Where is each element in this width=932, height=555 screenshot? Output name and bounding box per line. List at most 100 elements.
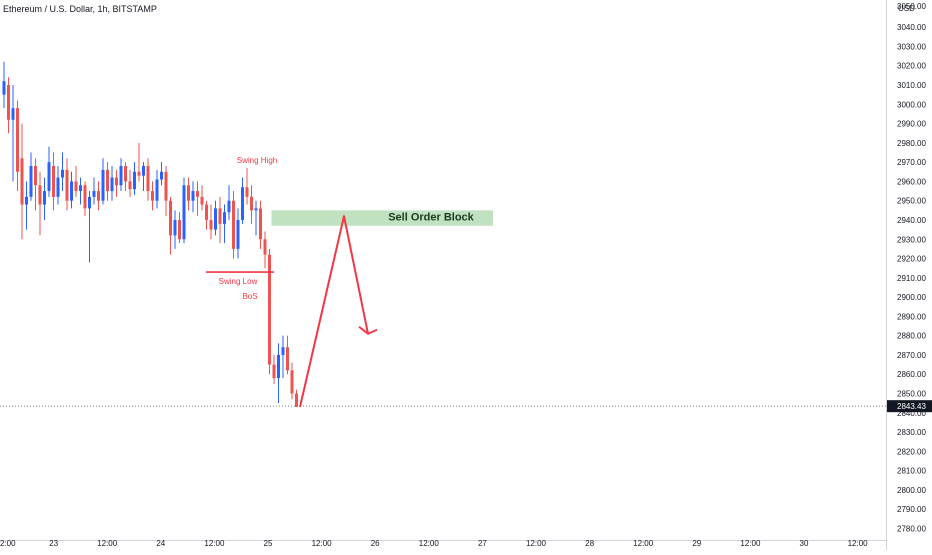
candle-body [227,200,231,213]
swing-low-label: Swing Low [219,277,258,286]
candle-body [191,191,195,201]
sell-order-block-zone [271,210,493,226]
time-tick-label: 12:00 [526,539,547,548]
price-tick-label: 2960.00 [897,177,926,186]
candle-body [70,181,73,201]
time-tick-label: 26 [371,539,380,548]
price-tick-label: 2800.00 [897,486,926,495]
time-tick-label: 23 [49,539,58,548]
candle-body [88,196,91,209]
time-tick-label: 25 [264,539,273,548]
price-tick-label: 2850.00 [897,390,926,399]
candle-body [74,181,78,192]
candle-body [115,177,118,186]
time-tick-label: 29 [692,539,701,548]
candle-body [38,185,42,205]
candle-body [43,191,46,205]
candle-body [92,191,96,197]
candle-body [241,187,244,220]
price-tick-label: 2930.00 [897,235,926,244]
candle-body [133,171,136,190]
time-tick-label: 28 [585,539,594,548]
candle-body [101,169,105,201]
time-tick-label: 12:00 [740,539,761,548]
candle-body [106,169,109,192]
candle-body [11,108,15,120]
price-tick-label: 2900.00 [897,293,926,302]
price-tick-label: 2820.00 [897,447,926,456]
candle-body [146,165,150,192]
time-tick-label: 24 [156,539,165,548]
candle-body [277,354,280,379]
swing-high-label: Swing High [237,156,277,165]
candle-body [268,254,271,365]
candle-body [160,171,163,180]
candle-body [97,191,100,201]
candle-body [34,165,37,186]
candle-body [29,165,33,197]
time-tick-label: 12:00 [633,539,654,548]
candle-body [272,364,276,379]
price-tick-label: 2950.00 [897,197,926,206]
candle-body [128,181,132,190]
candle-body [164,171,168,201]
price-tick-label: 2940.00 [897,216,926,225]
candle-body [205,204,208,220]
candle-body [254,208,258,211]
price-tick-label: 2840.00 [897,409,926,418]
candle-body [187,185,190,201]
candle-body [65,169,69,201]
symbol-title: Ethereum / U.S. Dollar, 1h, BITSTAMP [3,4,157,14]
candle-body [245,187,249,197]
bos-label: BoS [242,292,257,301]
candle-body [182,185,186,240]
candle-body [223,212,226,224]
price-tick-label: 2970.00 [897,158,926,167]
candle-body [263,239,267,255]
candle-body [142,165,145,176]
price-tick-label: 2990.00 [897,120,926,129]
candle-body [286,347,289,371]
candle-body [155,179,159,201]
price-tick-label: 2880.00 [897,332,926,341]
price-tick-label: 2890.00 [897,312,926,321]
candle-body [178,219,181,240]
price-tick-label: 2920.00 [897,255,926,264]
price-tick-label: 2790.00 [897,505,926,514]
price-tick-label: 2830.00 [897,428,926,437]
candle-body [236,219,240,249]
candle-body [214,208,217,230]
candle-body [56,177,60,197]
candle-body [232,200,235,249]
time-tick-label: 12:00 [204,539,225,548]
candle-body [52,165,55,197]
current-price-tag-label: 2843.43 [897,402,926,411]
candle-body [137,171,141,176]
price-tick-label: 2860.00 [897,370,926,379]
current-price-tag [887,400,932,413]
candle-body [209,219,213,230]
price-tick-label: 2810.00 [897,467,926,476]
candle-body [259,208,262,240]
time-tick-label: 12:00 [848,539,869,548]
candle-body [83,185,87,209]
price-tick-label: 3010.00 [897,81,926,90]
candle-body [124,165,127,182]
candle-body [119,165,123,186]
time-tick-label: 12:00 [312,539,333,548]
candle-body [61,169,64,178]
candle-body [281,347,285,355]
projected-path [299,215,369,408]
candle-body [200,196,204,205]
candle-body [25,196,28,205]
candle-body [173,219,177,236]
candle-body [16,108,19,172]
price-tick-label: 3040.00 [897,23,926,32]
time-tick-label: 12:00 [97,539,118,548]
candle-body [151,191,154,201]
candle-body [169,200,172,236]
price-tick-label: 3030.00 [897,42,926,51]
candle-body [290,370,294,394]
